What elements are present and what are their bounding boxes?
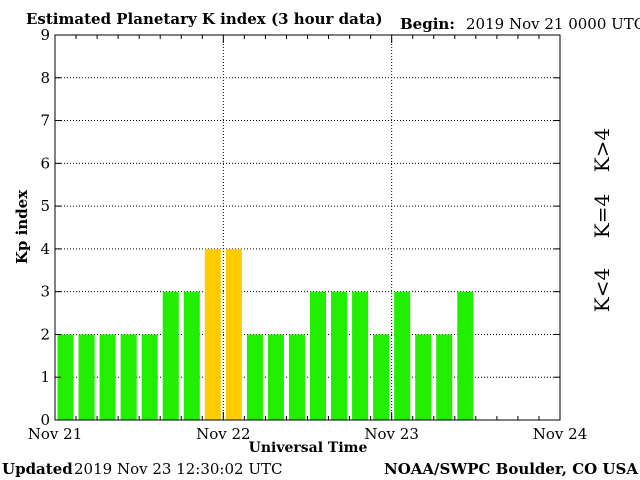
y-tick-label: 9	[40, 26, 50, 44]
kp-bar	[457, 291, 474, 420]
kp-bar	[373, 334, 390, 420]
x-axis-ticks: Nov 21 Nov 22 Nov 23 Nov 24	[28, 35, 588, 443]
kp-bar	[183, 291, 200, 420]
legend-k-greater-4: K>4	[590, 128, 614, 172]
y-tick-label: 1	[40, 368, 50, 386]
y-tick-label: 8	[40, 69, 50, 87]
y-tick-label: 2	[40, 325, 50, 343]
chart-title: Estimated Planetary K index (3 hour data…	[26, 10, 383, 28]
legend-k-equal-4: K=4	[590, 194, 614, 238]
begin-label: Begin:	[400, 15, 455, 33]
kp-bar	[310, 291, 327, 420]
y-tick-label: 7	[40, 112, 50, 130]
x-axis-label: Universal Time	[249, 440, 368, 456]
source-credit: NOAA/SWPC Boulder, CO USA	[384, 460, 638, 478]
grid-lines	[55, 35, 560, 420]
x-tick-label: Nov 21	[28, 425, 83, 443]
kp-bar	[78, 334, 95, 420]
kp-bar	[57, 334, 74, 420]
kp-bar	[331, 291, 348, 420]
kp-bar	[415, 334, 432, 420]
kp-bar	[288, 334, 305, 420]
updated-value: 2019 Nov 23 12:30:02 UTC	[74, 460, 282, 478]
kp-bar	[225, 248, 242, 420]
y-axis-label: Kp index	[13, 189, 31, 264]
y-tick-label: 6	[40, 154, 50, 172]
y-tick-label: 3	[40, 283, 50, 301]
kp-bar	[436, 334, 453, 420]
x-tick-label: Nov 22	[196, 425, 251, 443]
kp-bar	[204, 248, 221, 420]
plot-frame	[54, 34, 561, 421]
kp-bar	[394, 291, 411, 420]
kp-bar	[246, 334, 263, 420]
y-axis-ticks: 0 1 2 3 4 5 6 7 8 9	[40, 26, 560, 429]
kp-bar	[120, 334, 137, 420]
bars	[57, 248, 474, 420]
updated-label: Updated	[2, 460, 73, 478]
kp-bar	[141, 334, 158, 420]
begin-value: 2019 Nov 21 0000 UTC	[466, 15, 640, 33]
y-tick-label: 5	[40, 197, 50, 215]
y-tick-label: 0	[40, 411, 50, 429]
kp-bar	[162, 291, 179, 420]
kp-bar	[267, 334, 284, 420]
kp-bar	[352, 291, 369, 420]
legend-k-less-4: K<4	[590, 268, 614, 312]
x-tick-label: Nov 24	[533, 425, 588, 443]
y-tick-label: 4	[40, 240, 50, 258]
x-tick-label: Nov 23	[364, 425, 419, 443]
kp-bar	[99, 334, 116, 420]
